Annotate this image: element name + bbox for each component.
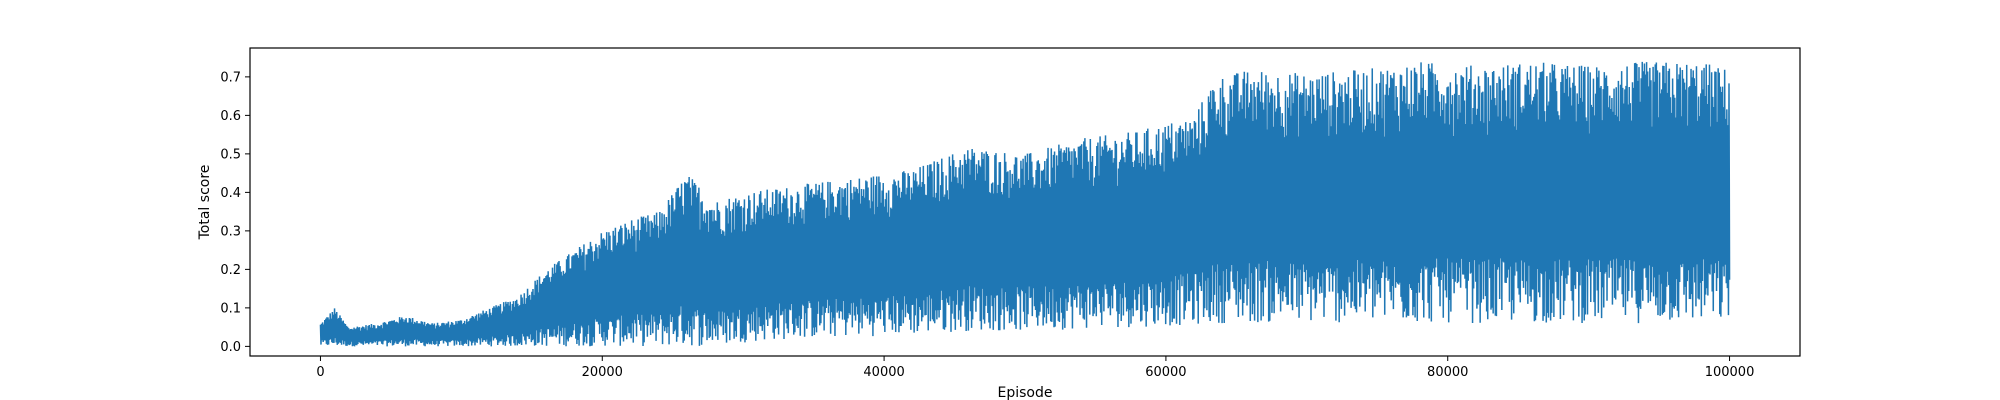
y-tick-label: 0.4 xyxy=(220,186,241,201)
plot-frame xyxy=(249,47,1801,357)
y-tick-label: 0.3 xyxy=(220,224,241,239)
y-tick-label: 0.0 xyxy=(220,340,241,355)
y-tick-label: 0.1 xyxy=(220,301,241,316)
series-line xyxy=(319,61,1731,347)
y-tick-label: 0.5 xyxy=(220,147,241,162)
x-axis-label: Episode xyxy=(998,385,1053,400)
x-tick-label: 100000 xyxy=(1705,365,1755,380)
y-axis-label: Total score xyxy=(197,165,213,241)
x-tick-label: 80000 xyxy=(1427,365,1468,380)
x-axis-ticks: 0 20000 40000 60000 80000 100000 xyxy=(316,356,1754,380)
y-axis-ticks: 0.0 0.1 0.2 0.3 0.4 0.5 0.6 0.7 xyxy=(220,70,250,355)
x-tick-label: 40000 xyxy=(863,365,904,380)
x-tick-label: 0 xyxy=(316,365,324,380)
y-tick-label: 0.7 xyxy=(220,70,241,85)
x-tick-label: 60000 xyxy=(1145,365,1186,380)
x-tick-label: 20000 xyxy=(582,365,623,380)
y-tick-label: 0.6 xyxy=(220,109,241,124)
series-layer xyxy=(319,61,1731,347)
y-tick-label: 0.2 xyxy=(220,263,241,278)
